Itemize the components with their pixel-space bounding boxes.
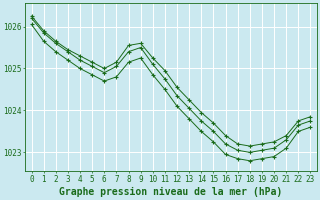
X-axis label: Graphe pression niveau de la mer (hPa): Graphe pression niveau de la mer (hPa) — [60, 186, 283, 197]
